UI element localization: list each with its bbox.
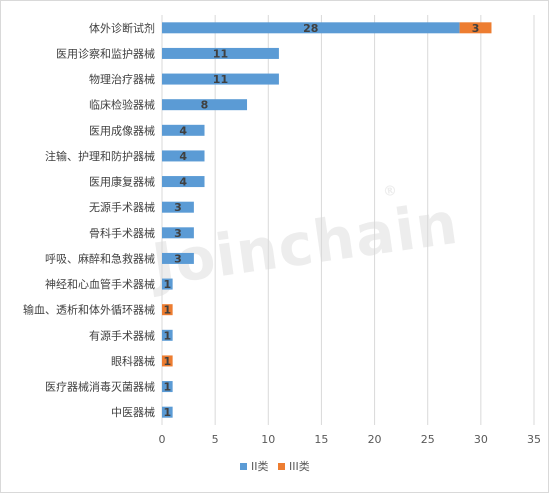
bar-class3: [162, 355, 173, 367]
data-label: 1: [163, 355, 171, 368]
bar-class2: [162, 47, 279, 59]
legend-label: III类: [289, 459, 310, 473]
data-label: 3: [472, 22, 480, 35]
bars: [162, 22, 492, 418]
bar-class2: [162, 329, 173, 341]
category-label: 输血、透析和体外循环器械: [23, 303, 155, 317]
category-label: 神经和心血管手术器械: [45, 277, 155, 291]
category-label: 注输、护理和防护器械: [45, 149, 155, 163]
data-label: 1: [163, 406, 171, 419]
x-tick-label: 35: [527, 433, 541, 446]
category-label: 物理治疗器械: [89, 72, 155, 86]
bar-class2: [162, 124, 205, 136]
data-label: 3: [174, 227, 182, 240]
data-label: 4: [179, 176, 187, 189]
bar-class2: [162, 252, 194, 264]
data-label: 3: [174, 201, 182, 214]
category-label: 医用诊察和监护器械: [56, 46, 155, 60]
category-label: 中医器械: [111, 405, 155, 419]
data-label: 8: [201, 99, 209, 112]
data-label: 1: [163, 329, 171, 342]
legend: II类 III类: [240, 459, 310, 473]
category-label: 医疗器械消毒灭菌器械: [45, 380, 155, 394]
category-label: 骨科手术器械: [89, 226, 155, 240]
data-label: 1: [163, 304, 171, 317]
category-label: 有源手术器械: [89, 328, 155, 342]
bar-class2: [162, 73, 279, 85]
bar-class2: [162, 278, 173, 290]
bar-class3: [459, 22, 492, 34]
legend-swatch: [240, 463, 247, 470]
x-tick-label: 25: [421, 433, 435, 446]
category-label: 无源手术器械: [89, 200, 155, 214]
data-label: 1: [163, 381, 171, 394]
bar-class2: [162, 176, 205, 188]
bar-class3: [162, 304, 173, 316]
category-labels: 体外诊断试剂医用诊察和监护器械物理治疗器械临床检验器械医用成像器械注输、护理和防…: [23, 21, 155, 419]
data-label: 3: [174, 252, 182, 265]
x-tick-label: 15: [314, 433, 328, 446]
category-label: 体外诊断试剂: [89, 21, 155, 35]
x-tick-label: 30: [474, 433, 488, 446]
x-tick-label: 5: [212, 433, 219, 446]
category-label: 临床检验器械: [89, 98, 155, 112]
bar-class2: [162, 99, 248, 111]
data-label: 11: [213, 47, 228, 60]
bar-class2: [162, 201, 194, 213]
x-tick-label: 20: [368, 433, 382, 446]
x-tick-label: 0: [159, 433, 166, 446]
bar-class2: [162, 227, 194, 239]
category-label: 眼科器械: [111, 354, 155, 368]
legend-label: II类: [251, 459, 269, 473]
data-label: 4: [179, 124, 187, 137]
bar-class2: [162, 406, 173, 418]
bar-class2: [162, 22, 460, 34]
data-label: 28: [303, 22, 318, 35]
data-label: 4: [179, 150, 187, 163]
watermark-mark: ®: [382, 183, 399, 201]
x-tick-label: 10: [261, 433, 275, 446]
category-label: 医用成像器械: [89, 123, 155, 137]
category-label: 医用康复器械: [89, 175, 155, 189]
bar-class2: [162, 381, 173, 393]
bar-class2: [162, 150, 205, 162]
data-label: 1: [163, 278, 171, 291]
data-label: 11: [213, 73, 228, 86]
legend-swatch: [278, 463, 285, 470]
category-label: 呼吸、麻醉和急救器械: [45, 251, 155, 265]
x-tick-labels: 0 5 10 15 20 25 30 35: [159, 433, 542, 446]
